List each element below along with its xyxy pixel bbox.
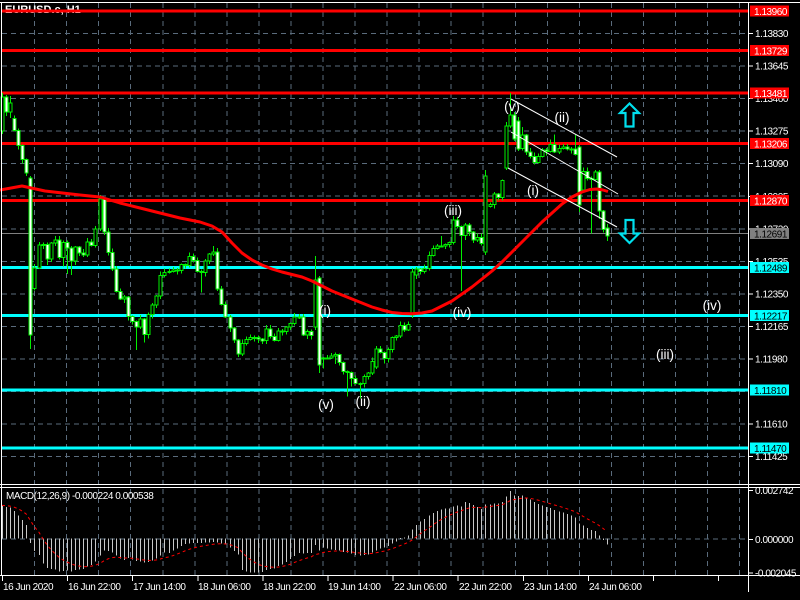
svg-text:1.11980: 1.11980 bbox=[755, 355, 788, 366]
svg-text:1.13830: 1.13830 bbox=[755, 29, 789, 40]
svg-text:(i): (i) bbox=[319, 303, 331, 318]
svg-text:1.11610: 1.11610 bbox=[755, 420, 788, 431]
svg-text:1.11810: 1.11810 bbox=[754, 386, 787, 397]
svg-text:(iii): (iii) bbox=[656, 347, 674, 362]
svg-text:1.11425: 1.11425 bbox=[755, 452, 788, 463]
svg-text:1.13275: 1.13275 bbox=[755, 127, 789, 138]
svg-text:(ii): (ii) bbox=[555, 110, 570, 125]
svg-text:MACD(12,26,9) -0.000224 0.0005: MACD(12,26,9) -0.000224 0.000538 bbox=[6, 491, 154, 502]
svg-text:(iv): (iv) bbox=[453, 305, 472, 320]
svg-text:1.12350: 1.12350 bbox=[755, 289, 789, 300]
svg-text:1.12870: 1.12870 bbox=[754, 197, 788, 208]
svg-text:1.13481: 1.13481 bbox=[754, 89, 788, 100]
svg-text:23 Jun 14:00: 23 Jun 14:00 bbox=[524, 582, 577, 593]
svg-text:1.13206: 1.13206 bbox=[754, 140, 788, 151]
svg-text:1.13729: 1.13729 bbox=[754, 47, 788, 58]
svg-text:(v): (v) bbox=[504, 99, 520, 114]
svg-text:1.13090: 1.13090 bbox=[755, 159, 789, 170]
svg-text:1.12165: 1.12165 bbox=[755, 322, 789, 333]
svg-text:22 Jun 22:00: 22 Jun 22:00 bbox=[459, 582, 512, 593]
svg-text:(ii): (ii) bbox=[356, 394, 371, 409]
svg-text:-0.002045: -0.002045 bbox=[755, 569, 797, 580]
svg-text:18 Jun 22:00: 18 Jun 22:00 bbox=[263, 582, 316, 593]
svg-text:1.12691: 1.12691 bbox=[754, 230, 788, 241]
svg-text:1.13460: 1.13460 bbox=[755, 94, 789, 105]
svg-text:0.000000: 0.000000 bbox=[755, 535, 794, 546]
svg-text:17 Jun 14:00: 17 Jun 14:00 bbox=[133, 582, 186, 593]
svg-text:16 Jun 2020: 16 Jun 2020 bbox=[3, 582, 54, 593]
svg-text:24 Jun 06:00: 24 Jun 06:00 bbox=[589, 582, 642, 593]
svg-text:19 Jun 14:00: 19 Jun 14:00 bbox=[328, 582, 381, 593]
svg-text:16 Jun 22:00: 16 Jun 22:00 bbox=[68, 582, 121, 593]
svg-text:1.13645: 1.13645 bbox=[755, 62, 789, 73]
svg-text:1.12489: 1.12489 bbox=[754, 264, 788, 275]
svg-text:(v): (v) bbox=[318, 397, 334, 412]
svg-text:1.13960: 1.13960 bbox=[754, 7, 788, 18]
svg-text:22 Jun 06:00: 22 Jun 06:00 bbox=[394, 582, 447, 593]
svg-text:1.11470: 1.11470 bbox=[754, 444, 787, 455]
svg-text:(iii): (iii) bbox=[444, 203, 462, 218]
svg-text:(i): (i) bbox=[527, 183, 539, 198]
svg-text:(iv): (iv) bbox=[703, 298, 722, 313]
svg-text:0.002742: 0.002742 bbox=[755, 486, 794, 497]
svg-text:18 Jun 06:00: 18 Jun 06:00 bbox=[198, 582, 251, 593]
svg-text:1.12217: 1.12217 bbox=[754, 312, 788, 323]
